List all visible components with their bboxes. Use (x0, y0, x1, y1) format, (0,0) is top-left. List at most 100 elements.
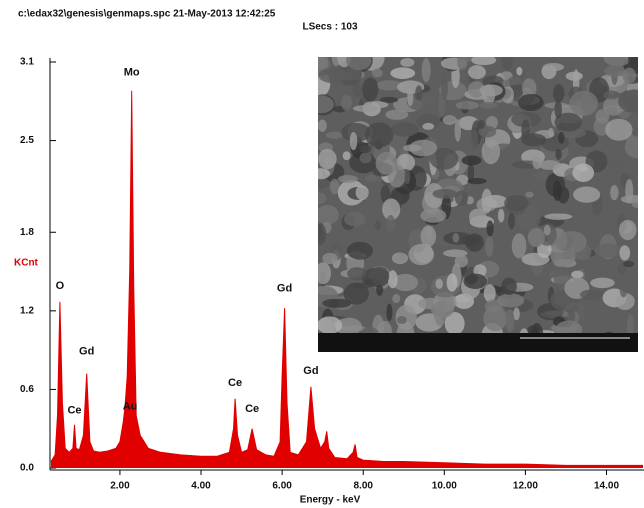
sem-grain (552, 180, 562, 202)
sem-grain (624, 136, 638, 159)
sem-grain (441, 75, 448, 100)
sem-grain (390, 67, 416, 79)
sem-grain (508, 212, 515, 230)
sem-grain (547, 127, 554, 138)
sem-grain (513, 307, 520, 321)
sem-grain (555, 148, 562, 161)
y-tick-label: 0.0 (20, 463, 34, 474)
x-tick-label: 14.00 (594, 481, 619, 492)
sem-grain (386, 303, 393, 322)
sem-grain (533, 171, 548, 180)
sem-grain (479, 101, 498, 109)
sem-grain (322, 252, 338, 265)
sem-grain (522, 78, 537, 99)
sem-grain (318, 316, 343, 335)
sem-grain (404, 169, 411, 185)
peak-label: Gd (303, 365, 318, 377)
sem-grain (360, 144, 372, 154)
sem-grain (408, 243, 435, 266)
sem-grain (601, 161, 630, 168)
sem-grain (486, 220, 494, 237)
sem-grain (615, 293, 635, 311)
sem-grain (390, 122, 419, 137)
sem-grain (406, 92, 435, 111)
sem-grain (346, 57, 372, 71)
sem-grain (477, 120, 485, 129)
x-tick-label: 6.00 (272, 481, 292, 492)
sem-grain (444, 312, 465, 336)
sem-grain (461, 155, 482, 166)
sem-grain (380, 184, 391, 204)
sem-grain (455, 101, 479, 110)
sem-grain (435, 278, 443, 290)
sem-grain (365, 174, 377, 183)
sem-grain (375, 151, 398, 175)
sem-grain (619, 219, 637, 241)
y-axis-label: KCnt (14, 258, 39, 269)
sem-grain (542, 62, 565, 72)
x-tick-label: 4.00 (191, 481, 211, 492)
spectrum (50, 90, 643, 466)
sem-grain (507, 76, 522, 86)
sem-grain (376, 80, 404, 91)
sem-grain (340, 94, 352, 111)
sem-grain (553, 84, 565, 103)
sem-grain (342, 151, 351, 161)
peak-label: Mo (124, 66, 140, 78)
sem-grain (497, 208, 505, 223)
sem-grain (481, 139, 501, 165)
sem-grain (454, 119, 461, 142)
sem-grain (318, 192, 327, 204)
sem-grain (431, 300, 454, 318)
sem-grain (580, 289, 603, 300)
sem-grain (603, 90, 620, 100)
y-tick-label: 1.8 (20, 227, 34, 238)
sem-grain (467, 65, 486, 80)
sem-grain (318, 95, 334, 114)
sem-grain (595, 109, 610, 124)
sem-grain (558, 131, 565, 144)
sem-grain (457, 57, 468, 71)
sem-grain (483, 284, 496, 303)
peak-label: Gd (277, 282, 292, 294)
sem-grain (454, 190, 469, 206)
sem-grain (610, 184, 619, 201)
chart-title: c:\edax32\genesis\genmaps.spc 21-May-201… (18, 9, 276, 20)
sem-grain (352, 82, 363, 97)
sem-grain (463, 273, 488, 290)
sem-grain (485, 236, 494, 257)
sem-grain (371, 68, 383, 78)
sem-grain (349, 131, 358, 151)
sem-grain (562, 302, 586, 324)
sem-grain (347, 267, 367, 281)
sem-grain (478, 125, 497, 138)
y-tick-label: 0.6 (20, 384, 34, 395)
sem-grain (573, 186, 601, 203)
sem-grain (619, 245, 631, 261)
sem-grain (379, 96, 399, 103)
sem-grain (538, 160, 561, 170)
sem-grain (623, 260, 635, 268)
sem-grain (604, 65, 626, 77)
sem-grain (620, 195, 638, 204)
sem-grain (420, 225, 437, 248)
sem-grain (403, 144, 422, 152)
sem-grain (396, 316, 407, 324)
sem-grain (318, 204, 339, 225)
sem-grain (341, 123, 371, 143)
sem-grain (525, 191, 534, 198)
sem-grain (374, 220, 381, 230)
sem-grain (481, 188, 493, 214)
sem-grain (511, 111, 541, 128)
sem-grain (622, 67, 637, 84)
y-tick-label: 2.5 (20, 135, 34, 146)
sem-grain (337, 174, 358, 183)
sem-grain (483, 305, 507, 332)
sem-grain (467, 177, 487, 185)
sem-grain (504, 195, 529, 212)
sem-grain (318, 168, 330, 180)
sem-grain (318, 223, 327, 245)
sem-grain (618, 89, 638, 113)
sem-grain (626, 314, 634, 340)
